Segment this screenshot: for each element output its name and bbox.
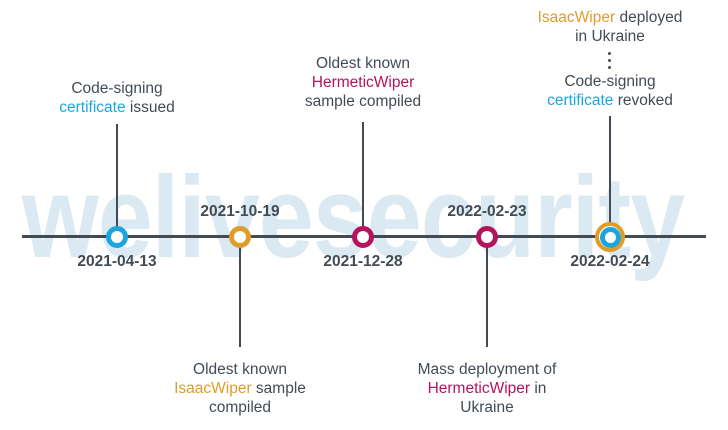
label-cert-issued: Code-signing certificate issued: [17, 79, 217, 117]
label-segment: HermeticWiper: [311, 74, 415, 91]
marker-hermeticwiper-compiled: [352, 226, 374, 248]
label-segment: sample: [251, 380, 306, 397]
label-segment: certificate: [59, 99, 126, 116]
label-segment: Mass deployment of: [417, 361, 557, 378]
label-isaacwiper-deployed: IsaacWiper deployed in Ukraine: [510, 8, 710, 46]
connector-cert-revoked: [609, 116, 611, 223]
dot: [608, 66, 611, 69]
label-segment: Code-signing: [564, 73, 656, 90]
date-isaacwiper-compiled: 2021-10-19: [200, 203, 280, 220]
dot: [608, 52, 611, 55]
label-segment: certificate: [547, 92, 614, 109]
connector-hermeticwiper-compiled: [362, 122, 364, 227]
marker-cert-revoked-inner-ring: [599, 226, 621, 248]
marker-isaacwiper-compiled: [229, 226, 251, 248]
label-segment: sample compiled: [304, 93, 422, 110]
label-segment: Ukraine: [460, 399, 514, 416]
marker-mass-deployment: [476, 226, 498, 248]
date-hermeticwiper-compiled: 2021-12-28: [323, 253, 403, 270]
label-mass-deployment: Mass deployment of HermeticWiper in Ukrain…: [387, 360, 587, 417]
marker-cert-revoked-outer-ring: [595, 222, 625, 252]
label-segment: in: [530, 380, 547, 397]
dot: [608, 59, 611, 62]
date-cert-issued: 2021-04-13: [77, 253, 157, 270]
label-cert-revoked: Code-signing certificate revoked: [510, 72, 710, 110]
marker-cert-issued: [106, 226, 128, 248]
connector-cert-issued: [116, 124, 118, 227]
label-segment: HermeticWiper: [427, 380, 531, 397]
label-segment: revoked: [613, 92, 673, 109]
date-cert-revoked: 2022-02-24: [570, 253, 650, 270]
connector-mass-deployment: [486, 247, 488, 347]
welivesecurity-watermark: welivesecurity: [22, 152, 685, 282]
dotted-connector: [608, 52, 611, 69]
label-segment: compiled: [208, 399, 272, 416]
label-segment: IsaacWiper: [537, 9, 616, 26]
connector-isaacwiper-compiled: [239, 247, 241, 347]
label-segment: in Ukraine: [575, 28, 645, 45]
label-segment: Code-signing: [71, 80, 163, 97]
label-segment: IsaacWiper: [174, 380, 252, 397]
date-mass-deployment: 2022-02-23: [447, 203, 527, 220]
label-segment: issued: [125, 99, 175, 116]
label-segment: Oldest known: [316, 55, 410, 72]
label-hermeticwiper-compiled: Oldest known HermeticWiper sample compiled: [263, 54, 463, 111]
label-isaacwiper-compiled: Oldest known IsaacWiper sample compiled: [140, 360, 340, 417]
label-segment: deployed: [615, 9, 683, 26]
label-segment: Oldest known: [193, 361, 287, 378]
